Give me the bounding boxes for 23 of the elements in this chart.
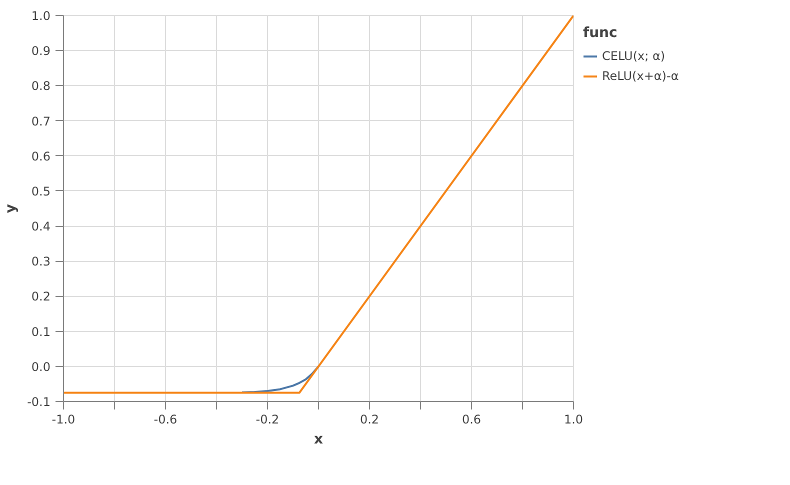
y-tick-label: 1.0 — [31, 9, 51, 23]
y-axis-title: y — [3, 204, 20, 214]
y-tick-label: 0.9 — [31, 44, 51, 58]
legend-title: func — [583, 25, 618, 41]
x-tick-label: -0.2 — [256, 412, 280, 426]
y-tick-label: 0.4 — [31, 220, 51, 234]
x-tick-label: 0.6 — [462, 412, 482, 426]
y-tick-label: 0.8 — [31, 79, 51, 94]
y-tick-label: 0.7 — [31, 114, 51, 128]
x-axis-title: x — [314, 432, 324, 448]
y-tick-label: 0.0 — [31, 360, 51, 374]
y-tick-label: 0.6 — [31, 149, 51, 164]
x-tick-label: -0.6 — [154, 412, 178, 426]
x-tick-label: 0.2 — [360, 412, 380, 426]
legend-label: ReLU(x+α)-α — [602, 69, 679, 83]
legend-label: CELU(x; α) — [602, 49, 666, 63]
y-tick-label: 0.2 — [31, 290, 51, 304]
y-tick-label: 0.3 — [31, 254, 51, 269]
x-tick-label: -1.0 — [52, 412, 76, 426]
y-tick-label: 0.5 — [31, 184, 51, 198]
y-tick-label: -0.1 — [27, 395, 51, 409]
x-tick-label: 1.0 — [564, 412, 584, 426]
y-tick-label: 0.1 — [31, 324, 51, 339]
